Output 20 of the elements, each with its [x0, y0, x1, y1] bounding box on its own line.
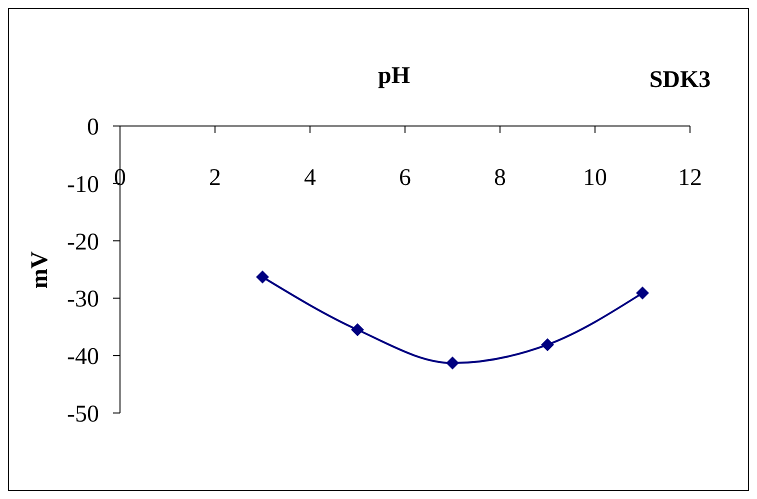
y-tick-label: 0	[87, 114, 99, 141]
point	[636, 286, 649, 300]
y-tick-label: -40	[67, 344, 99, 370]
x-tick-label: 2	[209, 165, 221, 191]
point	[541, 338, 554, 352]
x-tick-label: 4	[304, 165, 316, 191]
y-tick-label: -50	[67, 402, 99, 428]
x-tick-label: 6	[399, 165, 411, 191]
point	[256, 270, 269, 284]
y-axis-title: mV	[27, 251, 53, 289]
point	[446, 356, 459, 370]
point	[351, 323, 364, 336]
x-tick-label: 10	[583, 165, 607, 191]
y-tick-label: -10	[67, 172, 99, 198]
y-tick-label: -20	[67, 229, 99, 256]
x-tick-label: 12	[678, 165, 702, 191]
chart-title: SDK3	[649, 67, 711, 93]
y-tick-label: -30	[67, 286, 99, 313]
x-axis-title: pH	[378, 63, 410, 89]
x-tick-label: 8	[494, 165, 506, 191]
